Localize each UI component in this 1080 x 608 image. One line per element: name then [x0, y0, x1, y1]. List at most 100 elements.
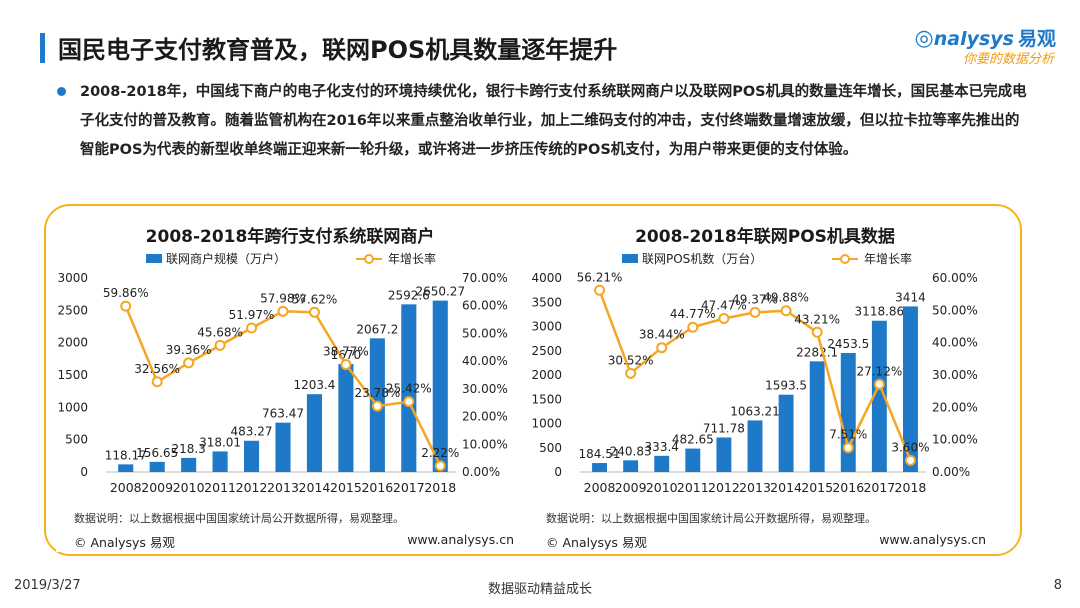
bar	[654, 455, 670, 472]
growth-rate-point	[120, 300, 132, 312]
y-right-tick-label: 50.00%	[462, 326, 508, 340]
y-right-tick-label: 70.00%	[462, 271, 508, 285]
legend-bar-swatch	[146, 254, 162, 263]
growth-rate-label: 3.60%	[891, 440, 929, 454]
bar	[716, 437, 732, 472]
source-note: 数据说明：以上数据根据中国国家统计局公开数据所得，易观整理。	[74, 512, 404, 525]
growth-rate-label: 43.21%	[794, 312, 840, 326]
x-tick-label: 2014	[770, 480, 802, 495]
logo-slogan: 你要的数据分析	[962, 52, 1054, 67]
growth-rate-label: 44.77%	[670, 307, 716, 321]
footer-date: 2019/3/27	[14, 578, 81, 593]
growth-rate-label: 57.62%	[292, 292, 338, 306]
x-tick-label: 2015	[330, 480, 362, 495]
y-right-tick-label: 20.00%	[462, 410, 508, 424]
website-link[interactable]: www.analysys.cn	[879, 532, 986, 547]
x-tick-label: 2008	[110, 480, 142, 495]
growth-rate-label: 30.52%	[608, 353, 654, 367]
growth-rate-label: 32.56%	[134, 362, 180, 376]
bar-value-label: 3414	[895, 290, 926, 304]
bar	[181, 457, 197, 472]
growth-rate-label: 49.88%	[763, 291, 809, 305]
bar-value-label: 1203.4	[293, 378, 335, 392]
growth-rate-point	[340, 359, 352, 371]
growth-rate-label: 59.86%	[103, 286, 149, 300]
growth-rate-point	[434, 460, 446, 472]
bar	[401, 304, 417, 472]
legend-line-marker	[840, 254, 850, 264]
analysys-logo: ◎nalysys 易观 你要的数据分析	[906, 24, 1056, 70]
x-tick-label: 2009	[141, 480, 173, 495]
bar-value-label: 2067.2	[356, 322, 398, 336]
y-left-tick-label: 2500	[532, 344, 562, 358]
logo-brand: ◎nalysys 易观	[915, 24, 1056, 51]
y-left-tick-label: 3000	[532, 320, 562, 334]
y-left-tick-label: 500	[539, 441, 562, 455]
merchant-chart: 2008-2018年跨行支付系统联网商户 联网商户规模（万户） 年增长率 0 500 1…	[56, 212, 524, 552]
growth-rate-label: 2.22%	[421, 446, 459, 460]
pos-chart-plot: 联网POS机数（万台） 年增长率 0 500 1000 1500 2000 2500 3000 3…	[532, 251, 978, 495]
x-tick-label: 2008	[584, 480, 616, 495]
y-right-tick-label: 0.00%	[462, 465, 500, 479]
website-link[interactable]: www.analysys.cn	[407, 532, 514, 547]
bar	[338, 364, 354, 472]
growth-rate-point	[780, 305, 792, 317]
pos-chart: 2008-2018年联网POS机具数据 联网POS机数（万台） 年增长率 0 500 1…	[532, 212, 998, 552]
logo-mark-icon: ◎	[914, 26, 934, 51]
page-number: 8	[1053, 578, 1062, 593]
bar-value-label: 156.65	[136, 446, 178, 460]
y-right-tick-label: 60.00%	[462, 299, 508, 313]
y-left-tick-label: 1500	[57, 368, 88, 382]
x-tick-label: 2011	[204, 480, 236, 495]
x-tick-label: 2012	[236, 480, 268, 495]
title-accent-bar	[40, 33, 45, 63]
bar-value-label: 483.27	[231, 425, 273, 439]
x-tick-label: 2010	[173, 480, 205, 495]
y-left-tick-label: 1500	[532, 392, 562, 406]
y-right-tick-label: 40.00%	[462, 354, 508, 368]
growth-rate-point	[246, 322, 258, 334]
x-tick-label: 2018	[424, 480, 456, 495]
x-tick-label: 2014	[299, 480, 331, 495]
growth-rate-point	[625, 367, 637, 379]
footer-slogan: 数据驱动精益成长	[487, 582, 592, 597]
merchant-chart-plot: 联网商户规模（万户） 年增长率 0 500 1000 1500 2000 2500 3000 0.…	[57, 251, 508, 495]
growth-rate-label: 25.42%	[386, 382, 432, 396]
copyright: © Analysys 易观	[546, 535, 647, 550]
growth-rate-label: 49.37%	[732, 292, 778, 306]
logo-brand-text: nalysys	[933, 28, 1014, 50]
bar-value-label: 184.51	[579, 447, 621, 461]
bar	[840, 353, 856, 472]
legend-bar-swatch	[622, 254, 638, 263]
growth-rate-label: 38.77%	[323, 345, 369, 359]
bar-value-label: 333.4	[645, 440, 679, 454]
bar-value-label: 2650.27	[415, 285, 465, 299]
bar	[275, 422, 291, 472]
bar	[243, 440, 260, 472]
bar-value-label: 218.3	[171, 442, 205, 456]
y-left-tick-label: 2000	[57, 336, 88, 350]
legend-bar-label: 联网商户规模（万户）	[166, 251, 286, 266]
growth-rate-point	[308, 306, 320, 318]
bar	[902, 306, 918, 472]
bar-value-label: 318.01	[199, 435, 241, 449]
legend-line-label: 年增长率	[864, 251, 912, 266]
bar-value-label: 482.65	[672, 433, 714, 447]
bar-value-label: 2453.5	[827, 337, 869, 351]
y-right-tick-label: 10.00%	[932, 433, 978, 447]
x-tick-label: 2009	[615, 480, 647, 495]
bullet-icon	[57, 87, 66, 96]
y-right-tick-label: 50.00%	[932, 303, 978, 317]
growth-rate-point	[151, 376, 163, 388]
growth-rate-label: 7.51%	[829, 428, 867, 442]
growth-rate-point	[904, 454, 916, 466]
y-left-tick-label: 0	[554, 465, 562, 479]
growth-rate-point	[873, 378, 885, 390]
chart-title: 2008-2018年跨行支付系统联网商户	[145, 227, 435, 247]
y-right-tick-label: 40.00%	[932, 336, 978, 350]
charts-frame	[44, 204, 1022, 556]
growth-rate-point	[811, 326, 823, 338]
x-tick-label: 2013	[739, 480, 771, 495]
y-right-tick-label: 60.00%	[932, 271, 978, 285]
legend-line-marker	[364, 254, 374, 264]
